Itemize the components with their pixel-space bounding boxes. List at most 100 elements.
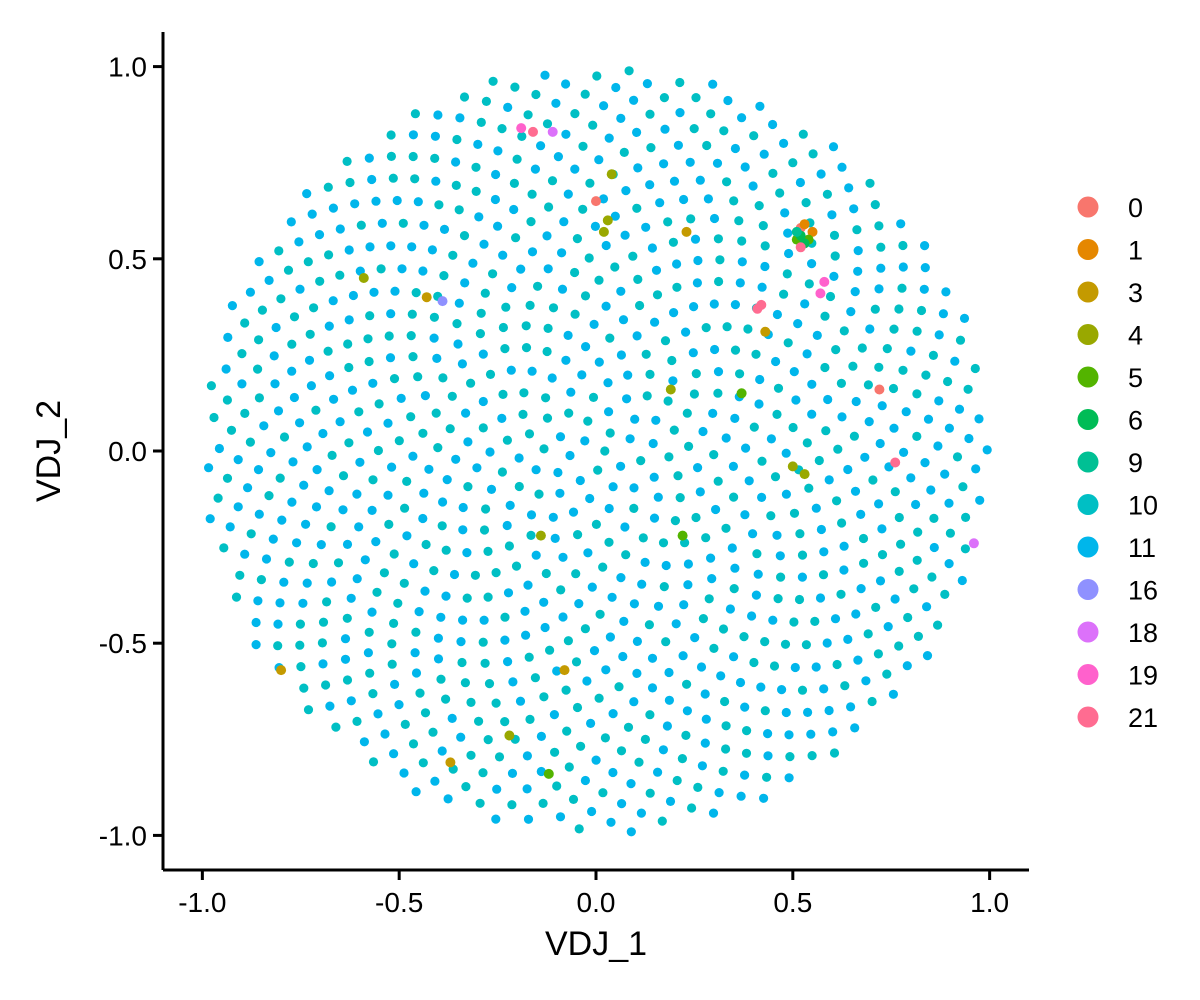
point-series-10 (636, 456, 646, 466)
point-series-9 (791, 226, 802, 237)
point-series-11 (791, 395, 801, 405)
point-series-10 (384, 331, 394, 341)
point-series-10 (437, 521, 447, 531)
point-series-10 (584, 253, 594, 263)
point-series-10 (702, 140, 712, 151)
point-series-11 (713, 367, 724, 377)
point-series-11 (851, 609, 861, 619)
point-series-10 (459, 231, 470, 241)
point-series-11 (390, 679, 400, 690)
point-series-11 (964, 433, 974, 444)
legend-key-4 (1077, 324, 1099, 345)
point-series-11 (708, 408, 718, 418)
point-series-11 (369, 287, 379, 297)
y-tick-label: -1.0 (99, 820, 147, 851)
point-series-11 (552, 666, 562, 676)
point-series-10 (681, 730, 691, 741)
point-series-10 (677, 754, 688, 764)
point-series-10 (494, 752, 505, 762)
point-series-10 (331, 722, 341, 732)
point-series-10 (497, 467, 507, 477)
point-series-11 (350, 199, 360, 209)
point-series-11 (555, 812, 566, 822)
point-series-11 (493, 221, 503, 231)
point-series-11 (557, 248, 567, 258)
point-series-11 (582, 676, 592, 686)
point-series-11 (781, 707, 791, 718)
point-series-10 (721, 721, 731, 731)
point-series-11 (802, 349, 812, 359)
point-series-11 (360, 555, 370, 565)
point-series-4 (665, 384, 676, 395)
point-series-11 (601, 240, 611, 251)
point-series-11 (660, 124, 670, 134)
point-series-11 (454, 298, 464, 308)
point-series-11 (938, 309, 949, 319)
point-series-10 (621, 550, 631, 560)
point-series-10 (821, 426, 831, 436)
point-series-11 (352, 574, 362, 584)
point-series-11 (653, 767, 663, 777)
point-series-11 (771, 356, 781, 367)
point-series-10 (542, 413, 553, 423)
point-series-11 (716, 671, 726, 681)
legend-label-1: 1 (1128, 236, 1143, 266)
point-series-11 (695, 487, 705, 497)
legend-key-6 (1077, 409, 1099, 430)
point-series-11 (558, 552, 568, 562)
point-series-11 (890, 594, 900, 604)
point-series-11 (500, 635, 510, 645)
point-series-10 (374, 399, 384, 409)
legend-label-11: 11 (1128, 533, 1156, 563)
point-series-11 (789, 367, 799, 377)
point-series-11 (536, 731, 547, 742)
point-series-21 (528, 126, 538, 137)
point-series-11 (522, 784, 532, 794)
point-series-11 (335, 417, 345, 427)
point-series-10 (324, 250, 334, 260)
point-series-11 (851, 396, 861, 407)
point-series-10 (591, 519, 602, 530)
point-series-11 (325, 371, 335, 381)
point-series-11 (632, 636, 643, 647)
x-tick-label: 0.0 (577, 887, 616, 918)
point-series-11 (432, 353, 442, 363)
point-series-11 (389, 749, 399, 759)
point-series-11 (611, 82, 621, 93)
point-series-10 (452, 134, 462, 145)
point-series-11 (744, 476, 754, 486)
point-series-10 (668, 237, 679, 247)
point-series-10 (564, 762, 574, 772)
point-series-16 (437, 296, 448, 307)
point-series-11 (558, 612, 568, 622)
legend: 0 1 3 4 5 6 9 10 11 16 18 19 21 (1077, 193, 1158, 733)
y-ticks: -1.0 -0.5 0.0 0.5 1.0 (99, 52, 163, 851)
point-series-11 (754, 399, 764, 409)
point-series-10 (882, 669, 892, 679)
point-series-10 (438, 373, 448, 383)
point-series-10 (833, 444, 843, 454)
point-series-11 (712, 158, 723, 168)
point-series-10 (664, 452, 674, 462)
point-series-10 (713, 476, 723, 486)
point-series-10 (471, 162, 481, 172)
point-series-11 (431, 176, 441, 186)
point-series-11 (610, 211, 620, 221)
point-series-10 (480, 658, 490, 668)
point-series-11 (539, 597, 549, 607)
point-series-10 (436, 674, 446, 684)
point-series-10 (500, 717, 510, 727)
point-series-10 (701, 323, 711, 333)
point-series-10 (413, 372, 423, 382)
point-series-10 (894, 566, 904, 577)
point-series-11 (783, 228, 793, 238)
y-tick-label: 1.0 (108, 52, 147, 83)
point-series-11 (548, 512, 558, 522)
point-series-10 (376, 264, 386, 274)
point-series-10 (552, 781, 562, 791)
point-series-10 (398, 218, 408, 228)
point-series-10 (481, 504, 491, 514)
point-series-10 (571, 569, 581, 579)
point-series-10 (254, 335, 264, 345)
point-series-10 (478, 768, 488, 778)
